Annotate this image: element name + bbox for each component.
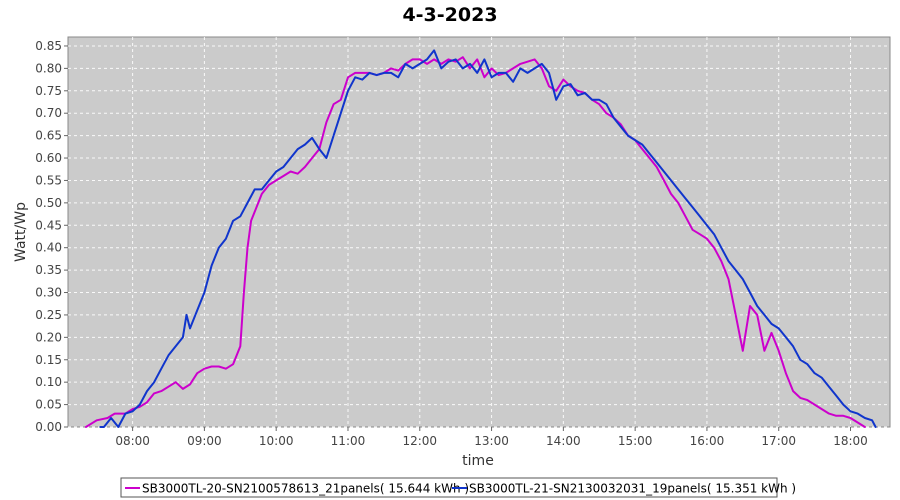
y-tick-label: 0.40	[35, 241, 62, 255]
x-tick-label: 17:00	[761, 434, 796, 448]
y-tick-label: 0.05	[35, 398, 62, 412]
legend: SB3000TL-20-SN2100578613_21panels( 15.64…	[120, 477, 796, 498]
y-tick-label: 0.65	[35, 129, 62, 143]
y-tick-label: 0.60	[35, 151, 62, 165]
x-tick-label: 16:00	[690, 434, 725, 448]
y-tick-label: 0.20	[35, 330, 62, 344]
y-tick-label: 0.45	[35, 218, 62, 232]
y-tick-label: 0.00	[35, 420, 62, 434]
series-layer	[84, 49, 877, 428]
x-tick-label: 09:00	[187, 434, 222, 448]
x-tick-label: 10:00	[259, 434, 294, 448]
y-axis-label: Watt/Wp	[13, 202, 29, 262]
y-tick-label: 0.55	[35, 173, 62, 187]
x-tick-label: 11:00	[331, 434, 366, 448]
y-tick-label: 0.70	[35, 106, 62, 120]
legend-label-series-2: SB3000TL-21-SN2130032031_19panels( 15.35…	[469, 482, 796, 496]
y-tick-label: 0.15	[35, 353, 62, 367]
x-tick-label: 18:00	[833, 434, 868, 448]
y-tick-label: 0.75	[35, 84, 62, 98]
y-tick-label: 0.25	[35, 308, 62, 322]
series-line-1	[84, 56, 866, 428]
x-tick-label: 08:00	[115, 434, 150, 448]
y-tick-label: 0.80	[35, 61, 62, 75]
chart-title: 4-3-2023	[402, 4, 497, 26]
grid	[68, 37, 890, 428]
x-tick-label: 14:00	[546, 434, 581, 448]
y-tick-label: 0.85	[35, 39, 62, 53]
x-axis-label: time	[462, 453, 494, 469]
legend-box	[120, 477, 778, 498]
x-tick-label: 13:00	[474, 434, 509, 448]
y-tick-label: 0.30	[35, 286, 62, 300]
series-line-2	[99, 49, 877, 428]
y-tick-label: 0.10	[35, 375, 62, 389]
plot-area	[67, 36, 891, 428]
x-tick-label: 15:00	[618, 434, 653, 448]
y-tick-label: 0.35	[35, 263, 62, 277]
axes: 0.00 0.05 0.10 0.15 0.20 0.25 0.30 0.35 0.40 0.45…	[35, 39, 868, 448]
x-tick-label: 12:00	[402, 434, 437, 448]
y-tick-label: 0.50	[35, 196, 62, 210]
legend-label-series-1: SB3000TL-20-SN2100578613_21panels( 15.64…	[142, 482, 469, 496]
